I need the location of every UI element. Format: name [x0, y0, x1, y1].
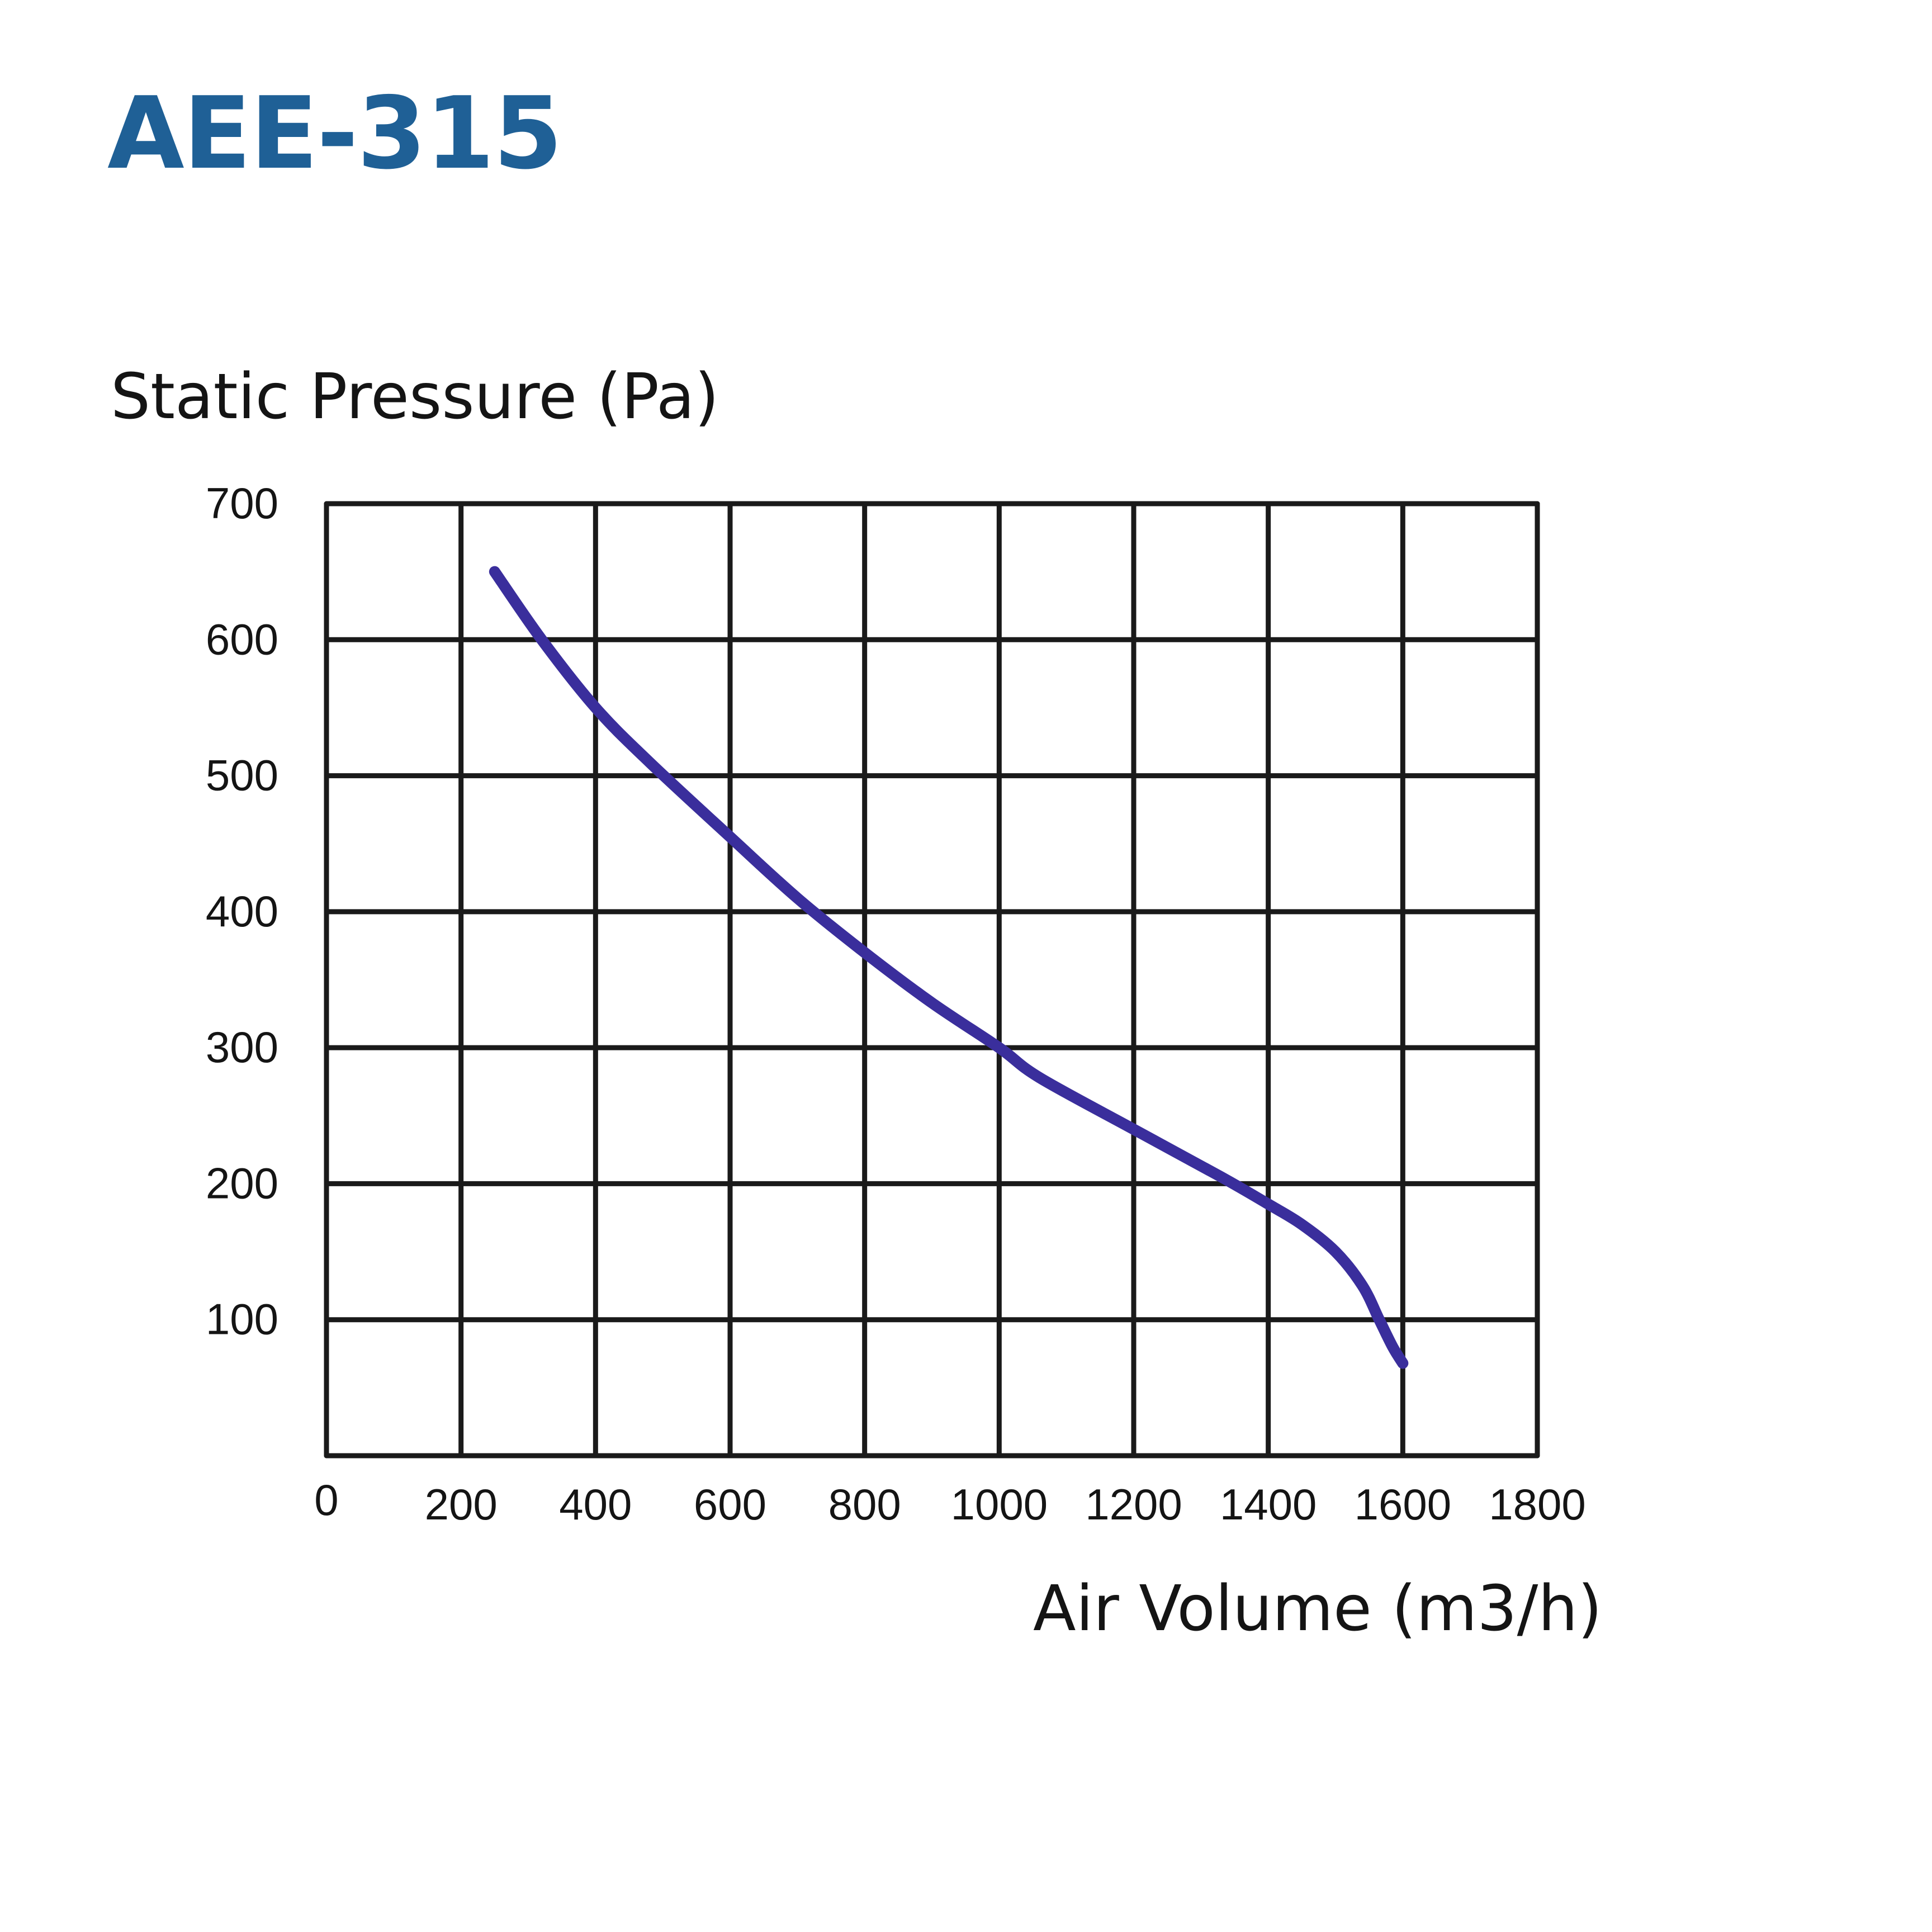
x-tick-label: 1800 — [1489, 1480, 1586, 1529]
x-tick-label: 1200 — [1085, 1480, 1182, 1529]
y-tick-label: 600 — [206, 614, 278, 664]
y-tick-labels: 100 200 300 400 500 600 700 — [206, 479, 278, 1344]
x-tick-label: 200 — [425, 1480, 498, 1529]
chart-title: AEE-315 — [107, 75, 562, 191]
x-tick-label: 600 — [694, 1480, 766, 1529]
x-tick-label: 800 — [828, 1480, 901, 1529]
y-tick-label: 100 — [206, 1295, 278, 1344]
x-tick-labels: 0 200 400 600 800 1000 1200 1400 1600 1800 — [314, 1475, 1585, 1529]
x-axis-label: Air Volume (m3/h) — [1033, 1573, 1602, 1645]
y-tick-label: 400 — [206, 887, 278, 936]
x-tick-label: 1000 — [951, 1480, 1048, 1529]
y-tick-label: 200 — [206, 1158, 278, 1208]
y-tick-label: 300 — [206, 1022, 278, 1072]
y-tick-label: 700 — [206, 479, 278, 528]
series-curve — [489, 566, 1409, 1369]
x-tick-label: 0 — [314, 1475, 338, 1524]
y-axis-label: Static Pressure (Pa) — [111, 361, 719, 433]
y-tick-label: 500 — [206, 751, 278, 800]
grid — [324, 501, 1540, 1459]
x-tick-label: 400 — [559, 1480, 632, 1529]
x-tick-label: 1600 — [1355, 1480, 1452, 1529]
x-tick-label: 1400 — [1220, 1480, 1317, 1529]
